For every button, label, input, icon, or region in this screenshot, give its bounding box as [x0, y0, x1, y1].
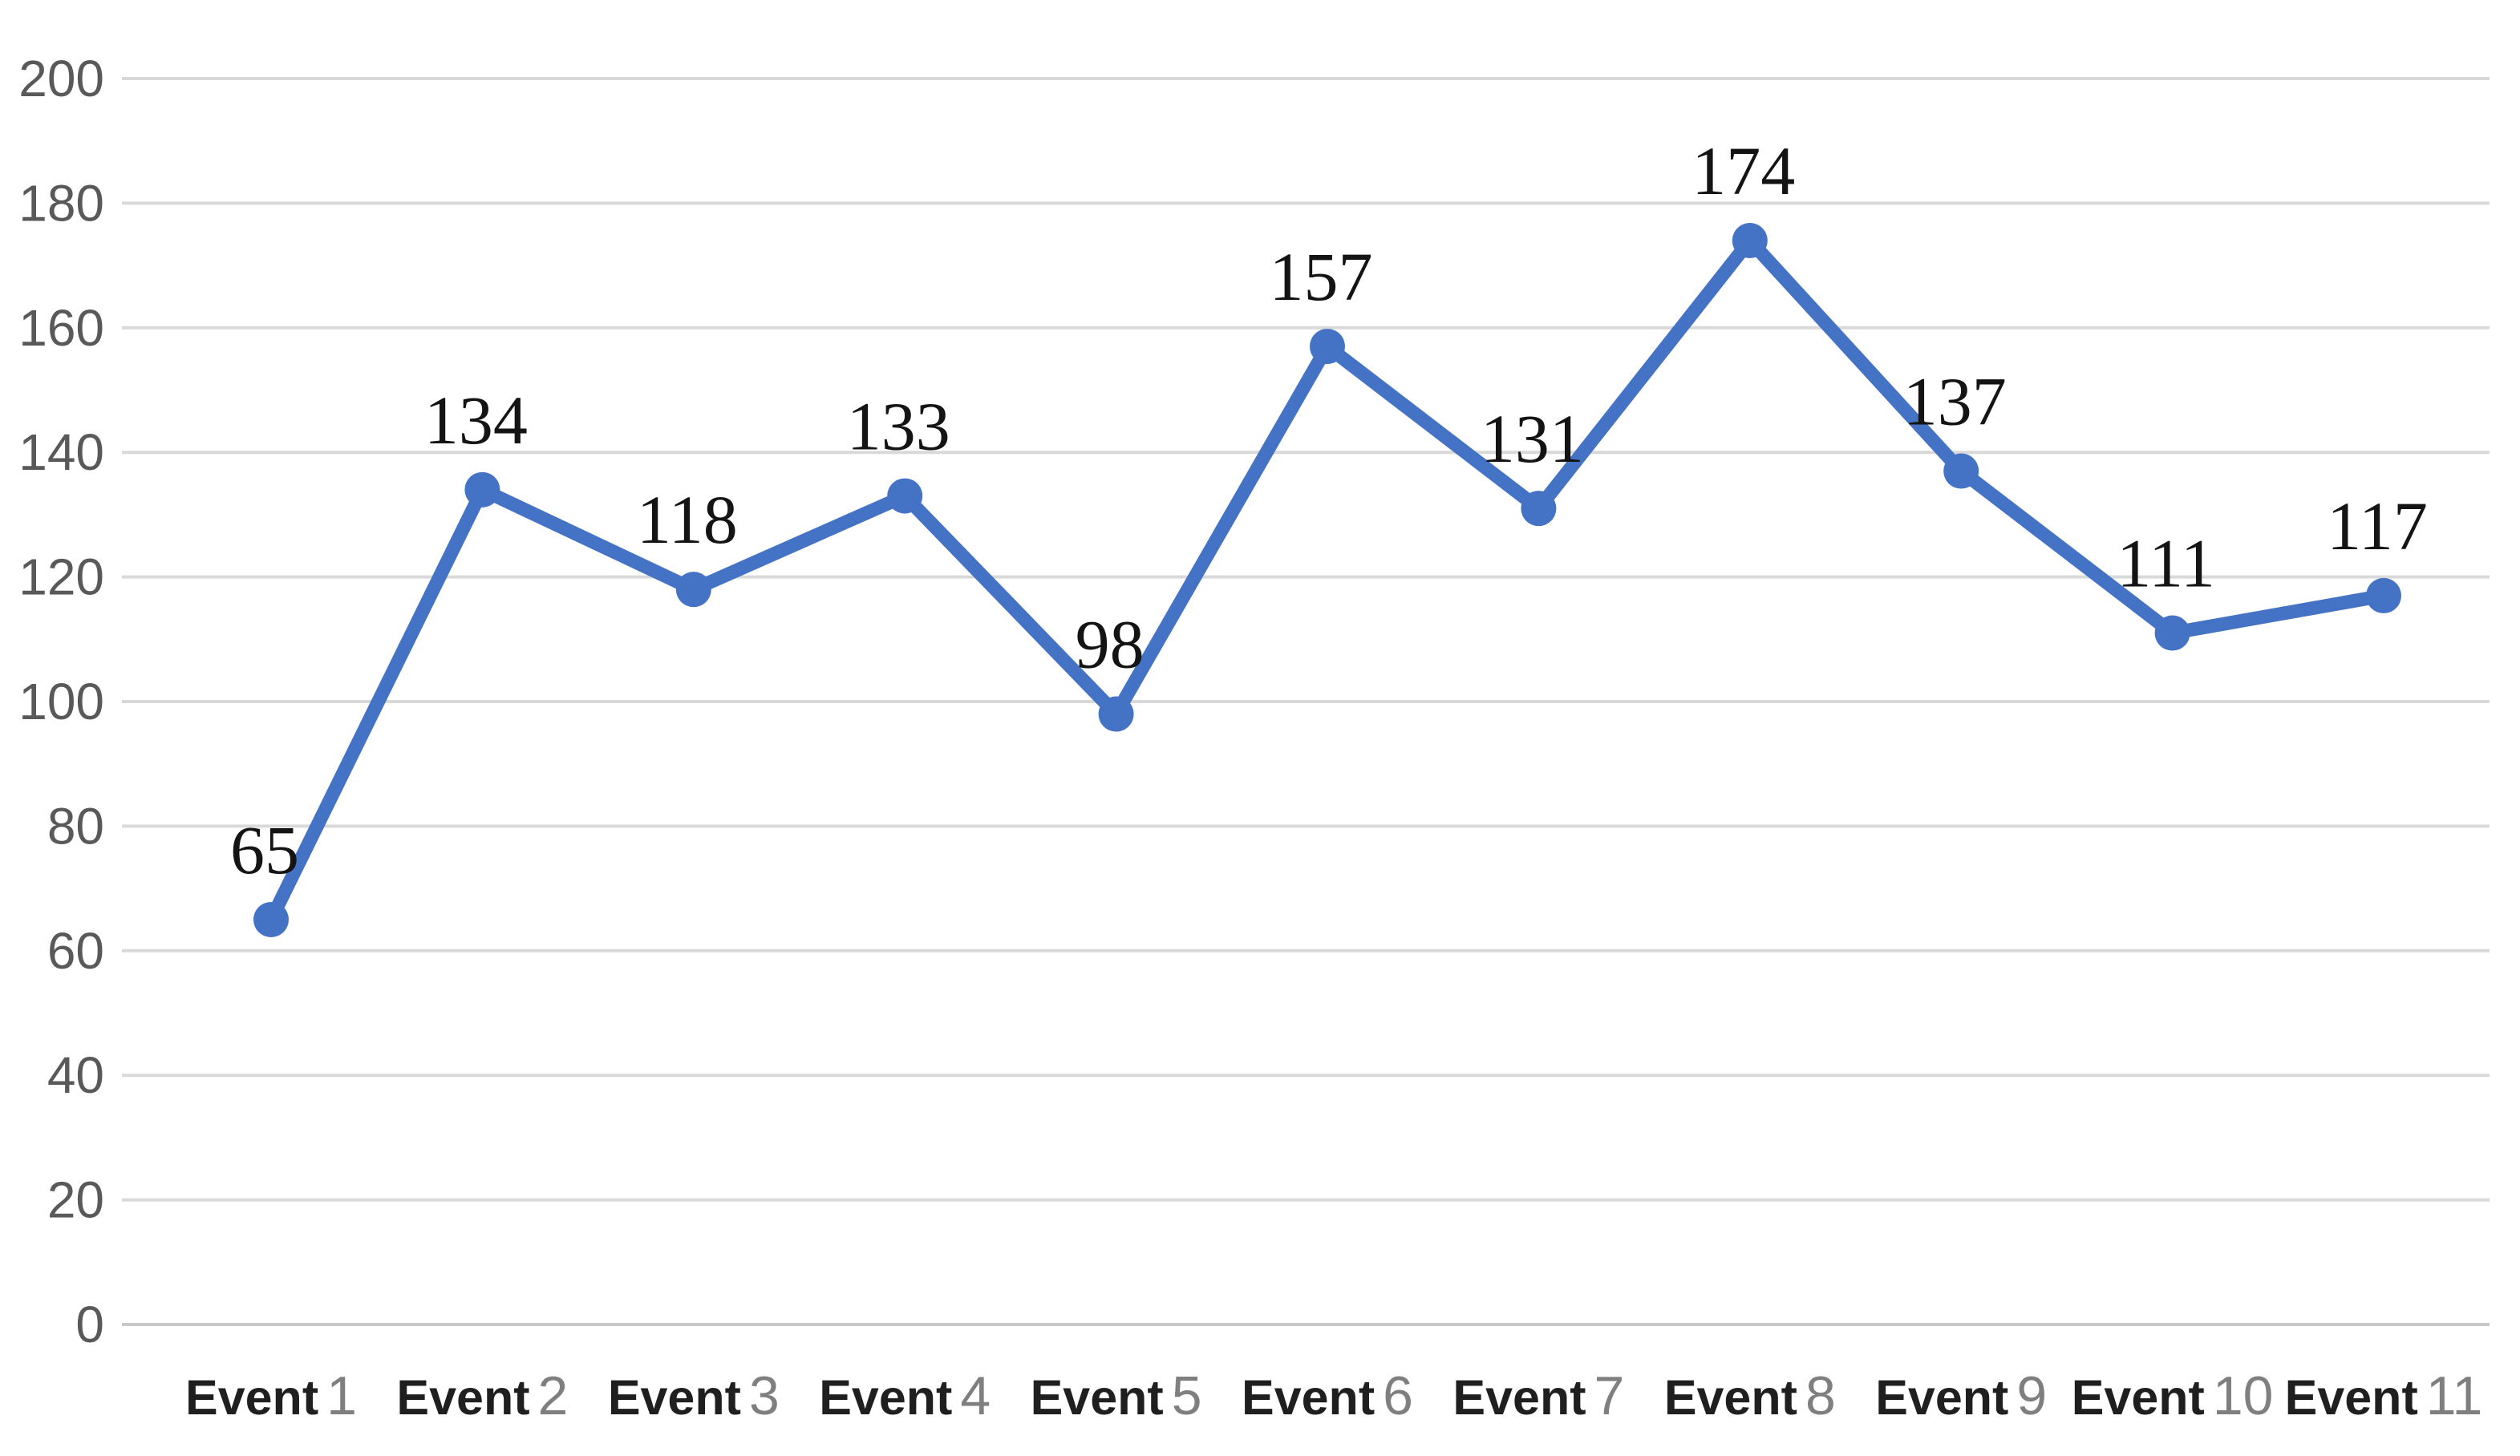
data-point-marker: [1943, 453, 1979, 489]
data-point-label: 174: [1691, 132, 1795, 209]
y-axis-tick-label: 80: [47, 797, 104, 855]
y-axis-tick-label: 20: [47, 1171, 104, 1229]
category-word: Event: [1875, 1370, 2008, 1425]
category-number: 6: [1383, 1365, 1413, 1426]
category-number: 5: [1172, 1365, 1202, 1426]
data-point-marker: [1098, 696, 1134, 732]
data-point-label: 65: [230, 811, 299, 888]
data-point-label: 117: [2327, 487, 2428, 564]
y-axis-tick-label: 0: [75, 1296, 104, 1353]
y-axis-tick-label: 140: [18, 423, 104, 481]
category-word: Event: [1031, 1370, 1164, 1425]
x-axis-category-label: Event 1: [185, 1365, 357, 1426]
data-point-marker: [2366, 577, 2401, 613]
data-point-marker: [1310, 329, 1345, 365]
data-point-label: 131: [1481, 400, 1584, 477]
category-number: 10: [2213, 1365, 2274, 1426]
category-word: Event: [608, 1370, 741, 1425]
category-word: Event: [396, 1370, 529, 1425]
category-number: 1: [326, 1365, 357, 1426]
data-point-marker: [464, 471, 500, 508]
x-axis-category-label: Event 2: [396, 1365, 568, 1426]
y-axis-tick-label: 120: [18, 548, 104, 606]
y-axis-tick-label: 160: [18, 299, 104, 357]
data-point-label: 111: [2117, 525, 2215, 602]
x-axis-category-label: Event 8: [1664, 1365, 1836, 1426]
data-point-label: 137: [1903, 363, 2007, 440]
y-axis-tick-label: 60: [47, 922, 104, 980]
x-axis-category-label: Event 3: [608, 1365, 780, 1426]
category-number: 7: [1594, 1365, 1625, 1426]
data-point-marker: [675, 572, 711, 608]
x-axis-category-label: Event 4: [819, 1365, 991, 1426]
category-word: Event: [2285, 1370, 2418, 1425]
data-point-label: 98: [1076, 606, 1145, 683]
category-number: 9: [2016, 1365, 2047, 1426]
category-number: 4: [960, 1365, 991, 1426]
x-axis-category-label: Event 9: [1875, 1365, 2047, 1426]
category-word: Event: [1242, 1370, 1375, 1425]
category-number: 8: [1805, 1365, 1836, 1426]
data-point-marker: [253, 901, 289, 937]
data-point-marker: [887, 478, 923, 514]
category-word: Event: [2072, 1370, 2205, 1425]
x-axis-category-label: Event 7: [1452, 1365, 1624, 1426]
y-axis-tick-label: 100: [18, 673, 104, 730]
x-axis-category-label: Event 11: [2285, 1365, 2483, 1426]
x-axis-category-label: Event 6: [1242, 1365, 1413, 1426]
data-point-label: 133: [847, 388, 950, 465]
y-axis-tick-label: 40: [47, 1046, 104, 1104]
category-word: Event: [185, 1370, 318, 1425]
category-number: 2: [538, 1365, 569, 1426]
data-point-label: 118: [637, 481, 738, 558]
y-axis-tick-label: 200: [18, 50, 104, 107]
category-word: Event: [1664, 1370, 1797, 1425]
x-axis-category-label: Event 5: [1031, 1365, 1202, 1426]
data-point-marker: [1732, 223, 1768, 259]
data-point-label: 134: [424, 382, 528, 459]
category-number: 3: [749, 1365, 780, 1426]
data-point-marker: [2154, 615, 2190, 651]
data-point-label: 157: [1270, 238, 1373, 315]
y-axis-tick-label: 180: [18, 174, 104, 232]
category-number: 11: [2426, 1365, 2483, 1426]
data-point-marker: [1521, 491, 1557, 527]
category-word: Event: [1452, 1370, 1586, 1425]
x-axis-category-label: Event 10: [2072, 1365, 2274, 1426]
category-word: Event: [819, 1370, 952, 1425]
